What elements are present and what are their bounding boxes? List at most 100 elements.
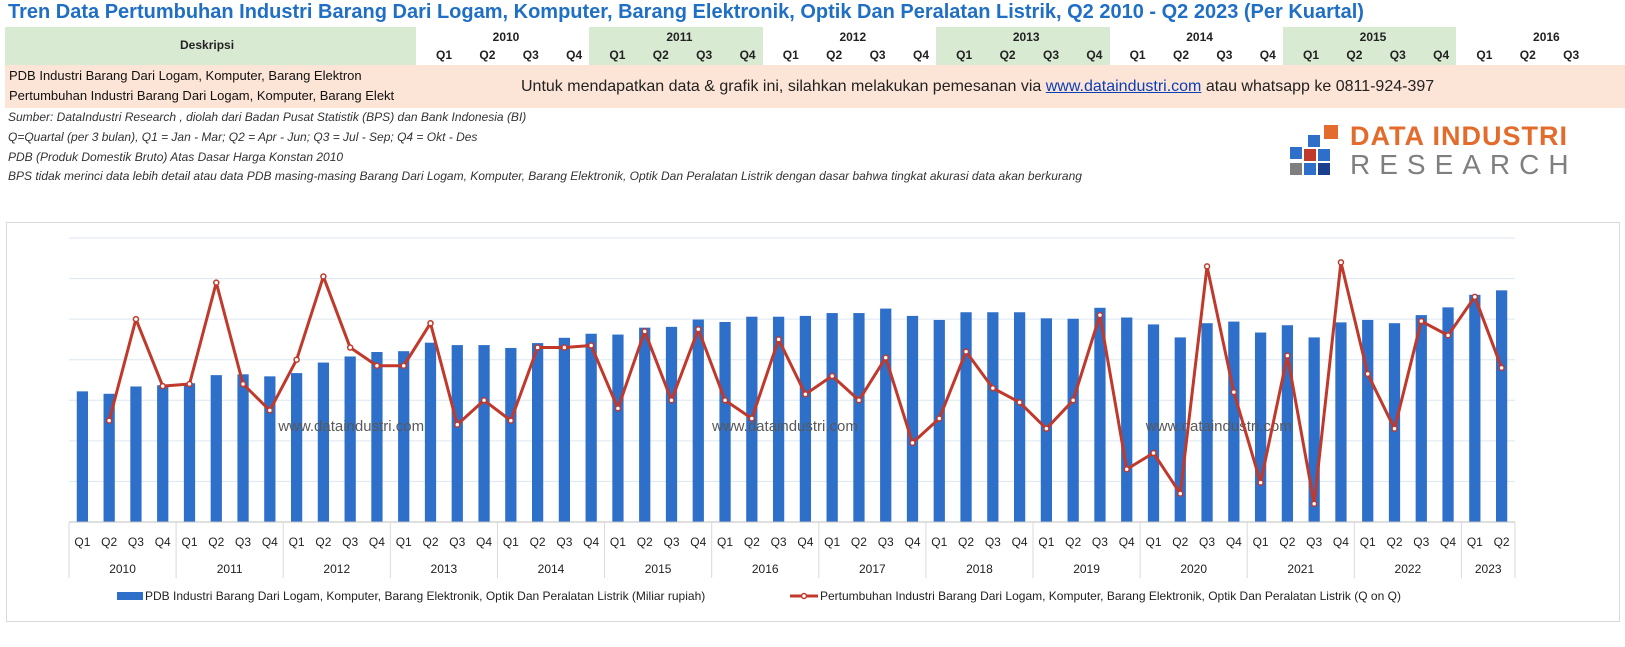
x-tick-quarter: Q2 [315,535,331,549]
bar [1335,322,1347,522]
line-point [400,362,407,370]
x-tick-quarter: Q1 [396,535,412,549]
x-tick-quarter: Q1 [717,535,733,549]
line-point [802,390,809,398]
line-point [882,354,889,361]
bar [772,316,785,522]
x-tick-quarter: Q3 [985,535,1001,549]
order-text-before: Untuk mendapatkan data & grafik ini, sil… [521,78,1046,95]
data-rows: PDB Industri Barang Dari Logam, Komputer… [5,65,1625,108]
bar [1415,315,1427,522]
x-tick-quarter: Q3 [556,535,572,549]
x-tick-quarter: Q4 [797,535,813,549]
bar [531,343,544,522]
x-tick-quarter: Q1 [610,535,626,549]
x-tick-quarter: Q4 [262,535,278,549]
x-tick-quarter: Q3 [1413,535,1429,549]
x-tick-quarter: Q2 [530,535,546,549]
line-point [721,397,729,404]
x-tick-quarter: Q2 [744,535,760,549]
quarter-header: Q4 [1259,48,1276,62]
x-tick-quarter: Q2 [637,535,653,549]
quarter-header: Q3 [696,48,713,62]
x-tick-quarter: Q3 [1306,535,1322,549]
line-point [320,273,327,280]
line-point [213,279,220,286]
line-point [1444,332,1452,339]
bar [130,386,142,522]
legend-swatch-bar [117,592,143,600]
bar [1040,318,1053,522]
quarter-header: Q3 [1216,48,1233,62]
line-point [1284,352,1291,359]
line-point [614,405,622,412]
x-tick-quarter: Q3 [771,535,787,549]
bar [639,327,651,522]
x-tick-year: 2018 [966,562,993,576]
line-point [695,326,702,333]
line-point [909,439,916,447]
x-tick-quarter: Q3 [1092,535,1108,549]
line-point [132,315,140,323]
x-tick-quarter: Q2 [1494,535,1510,549]
quarter-header: Q1 [956,48,973,62]
quarter-header: Q1 [1302,48,1319,62]
x-tick-year: 2012 [323,562,350,576]
x-tick-quarter: Q4 [583,535,599,549]
x-tick-year: 2019 [1073,562,1100,576]
line-point [1069,397,1077,404]
bar [210,375,222,522]
year-header: 2011 [666,30,693,44]
bar [451,345,463,522]
year-band [1283,27,1457,65]
line-point [962,348,970,355]
watermark: www.dataindustri.com [277,418,424,435]
page-title: Tren Data Pertumbuhan Industri Barang Da… [8,1,1364,23]
bar [585,333,597,522]
line-point [1043,425,1050,432]
quarter-header: Q1 [1476,48,1493,62]
x-tick-quarter: Q1 [1145,535,1161,549]
bar [505,347,517,522]
bar [183,383,196,522]
bar [371,352,383,522]
bar [76,391,89,522]
year-band [589,27,763,65]
line-point [186,380,193,388]
x-tick-quarter: Q3 [663,535,679,549]
quarter-header: Q4 [566,48,583,62]
order-message: Untuk mendapatkan data & grafik ini, sil… [521,78,1434,96]
line-point [454,421,461,428]
year-band [936,27,1110,65]
x-tick-quarter: Q2 [1172,535,1188,549]
x-tick-quarter: Q1 [181,535,197,549]
year-header: 2016 [1533,30,1560,44]
bar [906,315,919,522]
line-point [775,336,782,343]
x-tick-quarter: Q4 [1226,535,1242,549]
line-point [1150,449,1157,457]
x-tick-quarter: Q1 [1038,535,1054,549]
x-tick-quarter: Q4 [690,535,706,549]
combo-chart: www.dataindustri.com www.dataindustri.com… [68,237,1516,603]
x-tick-year: 2022 [1395,562,1422,576]
quarter-header: Q1 [609,48,626,62]
line-point [293,356,300,363]
line-point [1016,399,1023,406]
description-band [5,27,416,65]
bar [1147,324,1160,522]
x-tick-year: 2013 [431,562,458,576]
order-link[interactable]: www.dataindustri.com [1045,78,1202,95]
bar [612,334,624,522]
bar [799,315,812,522]
company-logo: DATA INDUSTRI RESEARCH [1288,121,1569,185]
watermark: www.dataindustri.com [1145,418,1292,435]
bar [157,385,169,522]
quarter-header: Q3 [1563,48,1580,62]
x-tick-quarter: Q4 [1333,535,1349,549]
quarter-header: Q4 [739,48,756,62]
x-tick-quarter: Q2 [208,535,224,549]
x-tick-quarter: Q2 [1386,535,1402,549]
line-point [346,344,354,351]
bar [665,326,678,522]
